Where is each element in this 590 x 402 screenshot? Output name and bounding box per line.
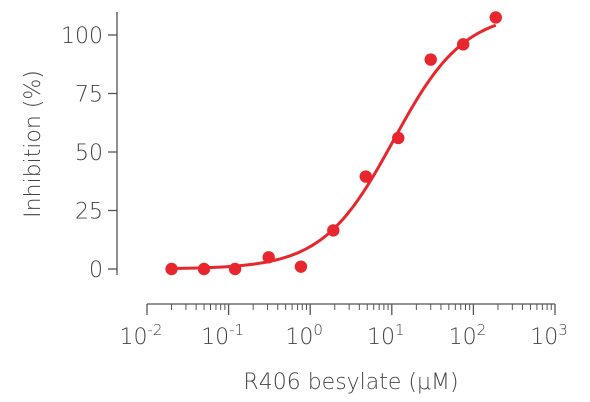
data-point (294, 260, 308, 273)
y-tick-label: 0 (89, 258, 103, 283)
data-point (457, 38, 470, 51)
data-point (228, 262, 242, 276)
x-axis: 10-2 10-1 100 101 102 103 (120, 303, 568, 350)
x-tick-label: 100 (285, 321, 323, 350)
data-point (327, 224, 340, 237)
x-tick-label: 103 (530, 321, 568, 350)
x-tick-label: 101 (367, 321, 405, 350)
y-tick-label: 25 (75, 200, 103, 225)
y-axis-title: Inhibition (%) (21, 70, 46, 218)
x-tick-label: 102 (449, 321, 487, 350)
y-tick-label: 100 (61, 24, 103, 49)
data-points (165, 11, 502, 276)
y-axis: 0 25 50 75 100 (61, 12, 118, 283)
x-axis-ticks: 10-2 10-1 100 101 102 103 (120, 304, 568, 350)
data-point (197, 262, 211, 276)
y-axis-ticks: 0 25 50 75 100 (61, 24, 117, 283)
y-tick-label: 50 (75, 141, 103, 166)
data-point (424, 53, 437, 66)
x-axis-title: R406 besylate (μM) (243, 370, 458, 395)
data-point (165, 262, 178, 276)
data-point (392, 131, 405, 145)
data-point (262, 251, 275, 264)
x-tick-label: 10-2 (120, 321, 163, 350)
y-tick-label: 75 (75, 83, 103, 108)
data-point (359, 170, 372, 183)
x-tick-label: 10-1 (201, 321, 244, 350)
data-point (489, 11, 502, 24)
